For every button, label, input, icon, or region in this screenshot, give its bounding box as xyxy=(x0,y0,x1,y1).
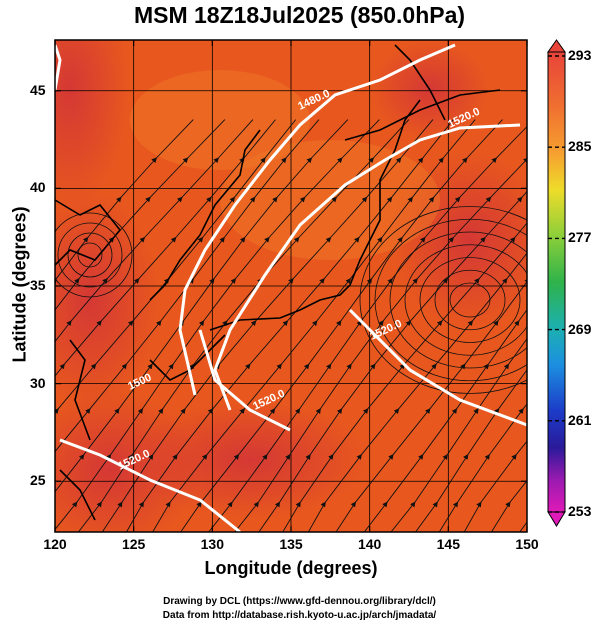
colorbar-top-arrow xyxy=(547,39,566,53)
x-tick-label: 125 xyxy=(121,536,146,552)
axis-ticks xyxy=(54,40,528,532)
contour-line xyxy=(55,44,62,91)
colorbar-tick-label: 261 xyxy=(568,411,592,428)
x-tick-label: 135 xyxy=(279,536,303,552)
x-tick-label: 140 xyxy=(357,536,382,552)
coastlines xyxy=(55,44,501,521)
colorbar xyxy=(547,39,566,527)
y-tick-label: 35 xyxy=(30,277,46,293)
streamline xyxy=(463,157,527,532)
y-tick-label: 30 xyxy=(30,374,46,391)
coastline xyxy=(59,469,96,521)
streamline-swirl xyxy=(374,218,527,382)
colorbar-tick-label: 285 xyxy=(568,138,592,155)
x-tick-label: 130 xyxy=(200,536,224,552)
coastline xyxy=(69,339,91,441)
colorbar-ticks xyxy=(548,55,565,513)
colorbar-tick-label: 253 xyxy=(568,503,592,519)
streamline-swirl xyxy=(434,269,506,331)
contour-line xyxy=(178,43,456,396)
colorbar-body xyxy=(547,51,566,513)
coastline xyxy=(344,89,501,141)
credit-data: Data from http://database.rish.kyoto-u.a… xyxy=(162,610,437,621)
streamline-swirl xyxy=(359,206,527,394)
streamline-swirl xyxy=(419,257,521,343)
streamline-swirl xyxy=(449,282,491,318)
streamline-swirl xyxy=(389,231,527,369)
y-tick-label: 25 xyxy=(30,472,46,489)
map-title: MSM 18Z18Jul2025 (850.0hPa) xyxy=(133,2,466,28)
streamline-swirl xyxy=(404,244,527,356)
warm-region xyxy=(130,400,370,520)
coastline xyxy=(394,44,446,121)
contour-line xyxy=(213,123,521,411)
y-tick-label: 40 xyxy=(30,179,46,196)
colorbar-tick-label: 269 xyxy=(568,320,592,337)
colorbar-bottom-arrow xyxy=(547,511,566,527)
contour-line xyxy=(348,308,527,427)
streamline-swirl xyxy=(57,222,123,288)
contour-line xyxy=(198,329,291,432)
wind-streamlines xyxy=(55,119,527,532)
coastline xyxy=(209,99,421,331)
y-tick-label: 45 xyxy=(30,81,46,98)
x-tick-label: 145 xyxy=(436,536,460,552)
x-axis-label: Longitude (degrees) xyxy=(204,558,378,578)
y-axis-label: Latitude (degrees) xyxy=(9,206,30,363)
streamline-swirl xyxy=(55,212,133,298)
colorbar-tick-label: 277 xyxy=(568,229,592,246)
contour-line xyxy=(59,438,241,532)
streamline-swirl xyxy=(77,242,103,268)
streamline-swirl xyxy=(67,232,113,278)
x-tick-label: 120 xyxy=(43,536,67,552)
cool-region xyxy=(130,70,310,170)
x-tick-label: 150 xyxy=(515,536,539,552)
colorbar-tick-label: 293 xyxy=(568,47,592,63)
coastline xyxy=(149,129,261,301)
coastline xyxy=(55,199,122,266)
credit-drawing: Drawing by DCL (https://www.gfd-dennou.o… xyxy=(163,596,436,607)
